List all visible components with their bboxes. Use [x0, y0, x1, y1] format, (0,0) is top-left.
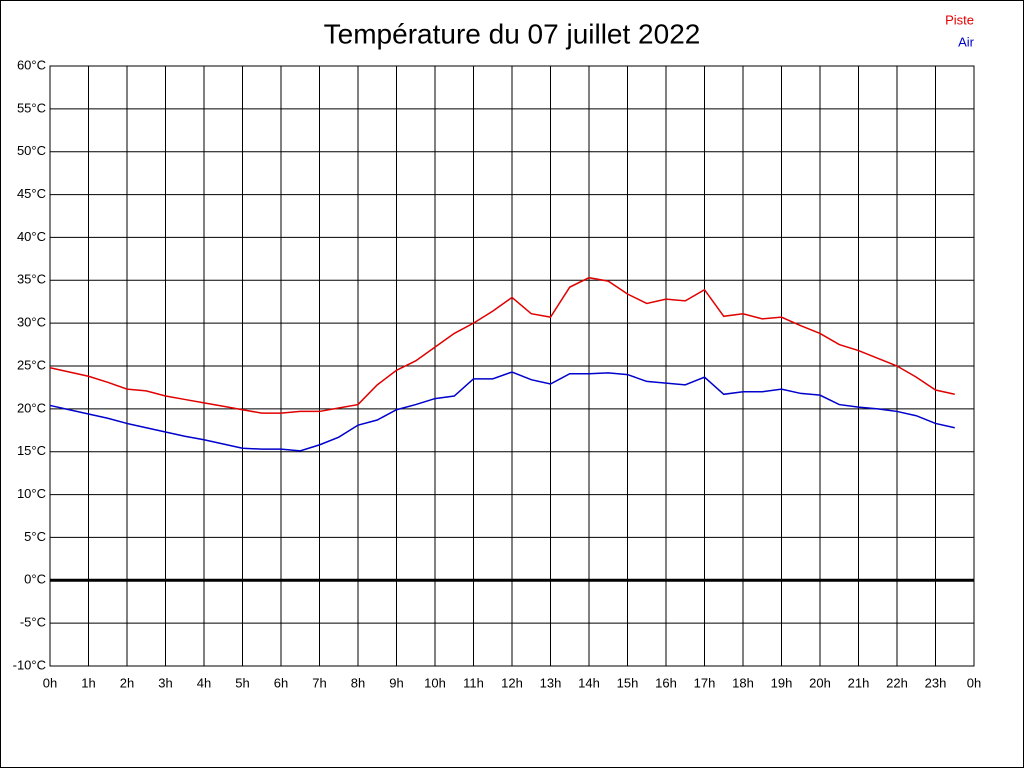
- y-tick-label: 20°C: [17, 400, 46, 415]
- x-tick-label: 1h: [81, 675, 95, 690]
- y-tick-label: -10°C: [13, 657, 46, 672]
- y-tick-label: 50°C: [17, 143, 46, 158]
- x-tick-label: 8h: [351, 675, 365, 690]
- y-tick-label: -5°C: [20, 615, 46, 630]
- x-tick-label: 9h: [389, 675, 403, 690]
- x-tick-label: 13h: [540, 675, 562, 690]
- y-tick-label: 10°C: [17, 486, 46, 501]
- x-tick-label: 3h: [158, 675, 172, 690]
- x-tick-label: 11h: [463, 675, 484, 690]
- y-tick-label: 60°C: [17, 57, 46, 72]
- x-tick-label: 2h: [120, 675, 134, 690]
- legend-label: Air: [958, 34, 975, 49]
- x-tick-label: 16h: [655, 675, 677, 690]
- line: [49, 276, 955, 414]
- x-tick-label: 15h: [617, 675, 639, 690]
- x-tick-label: 0h: [43, 675, 57, 690]
- x-tick-label: 7h: [312, 675, 326, 690]
- y-tick-label: 40°C: [17, 229, 46, 244]
- x-tick-label: 21h: [848, 675, 870, 690]
- x-tick-label: 12h: [501, 675, 523, 690]
- x-tick-label: 18h: [732, 675, 754, 690]
- y-tick-label: 30°C: [17, 315, 46, 330]
- y-tick-label: 15°C: [17, 443, 46, 458]
- x-tick-label: 14h: [578, 675, 600, 690]
- y-tick-label: 35°C: [17, 272, 46, 287]
- chart-title: Température du 07 juillet 2022: [324, 18, 701, 49]
- x-tick-label: 5h: [235, 675, 249, 690]
- line: [49, 371, 955, 452]
- y-tick-label: 0°C: [24, 572, 46, 587]
- x-tick-label: 4h: [197, 675, 211, 690]
- y-tick-label: 45°C: [17, 186, 46, 201]
- x-tick-label: 0h: [967, 675, 981, 690]
- y-tick-label: 55°C: [17, 100, 46, 115]
- x-tick-label: 23h: [925, 675, 947, 690]
- x-tick-label: 10h: [424, 675, 446, 690]
- y-tick-label: 25°C: [17, 357, 46, 372]
- y-tick-label: 5°C: [24, 529, 46, 544]
- x-tick-label: 6h: [274, 675, 288, 690]
- x-tick-label: 20h: [809, 675, 831, 690]
- x-tick-label: 19h: [771, 675, 793, 690]
- x-tick-label: 22h: [886, 675, 908, 690]
- x-tick-label: 17h: [694, 675, 716, 690]
- legend-label: Piste: [945, 12, 974, 27]
